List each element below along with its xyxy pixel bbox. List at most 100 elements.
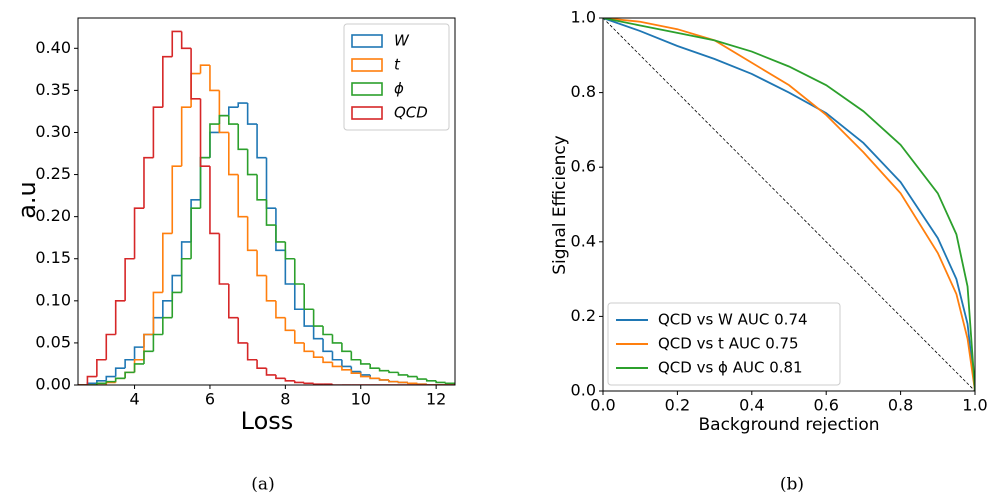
x-tick-label: 0.6 [813, 396, 838, 415]
hist-step [369, 376, 380, 380]
hist-step [388, 370, 399, 374]
x-tick-label: 4 [129, 390, 139, 409]
hist-step [256, 174, 267, 201]
hist-step [397, 381, 408, 384]
hist-step [237, 102, 248, 108]
x-tick-label: 12 [426, 390, 446, 409]
legend-box [343, 23, 450, 131]
legend-swatch [351, 82, 383, 96]
hist-step [293, 380, 305, 384]
roc-curve [603, 18, 975, 391]
y-tick-label: 0.35 [35, 80, 71, 99]
legend-swatch [351, 34, 383, 48]
hist-step [416, 376, 427, 380]
hist-step [293, 330, 305, 344]
roc-curve [603, 18, 975, 391]
hist-step [218, 114, 229, 133]
panel: 4 6 8 10 12 0.00 0.05 0.10 0.15 0.20 0.25 0.30 0.35 0… [13, 17, 456, 495]
hist-step [162, 316, 173, 335]
hist-step [303, 342, 314, 353]
hist-step [312, 383, 324, 385]
legend-label: QCD [394, 104, 428, 122]
hist-step [275, 208, 286, 252]
y-tick-label: 0.05 [35, 332, 71, 351]
hist-step [275, 300, 286, 319]
hist-step [228, 132, 239, 176]
hist-step [284, 317, 295, 332]
hist-step [331, 334, 342, 344]
hist-step [246, 149, 258, 176]
hist-step [359, 371, 371, 376]
hist-step [246, 216, 258, 252]
legend-label: QCD vs t AUC 0.75 [658, 335, 799, 353]
hist-step [246, 342, 258, 361]
x-tick-label: 6 [205, 390, 215, 409]
legend: Wtϕ QCD [343, 23, 450, 131]
hist-step [133, 346, 144, 360]
hist-step [190, 207, 201, 259]
legend-swatch [351, 58, 383, 72]
hist-step [256, 250, 267, 277]
x-tick-label: 1.0 [962, 396, 987, 415]
hist-step [331, 351, 342, 361]
axes-frame [602, 17, 976, 392]
hist-step [284, 250, 295, 285]
legend-swatch [351, 106, 383, 120]
hist-step [331, 384, 342, 385]
x-tick-label: 0.8 [888, 396, 913, 415]
x-tick-label: 0.4 [739, 396, 764, 415]
legend-label: QCD vs ϕ AUC 0.81 [658, 359, 803, 377]
y-tick-label: 0.4 [571, 231, 596, 250]
y-tick-label: 0.30 [35, 122, 71, 141]
hist-step [209, 166, 220, 235]
hist-step [133, 207, 144, 259]
hist-step [114, 300, 126, 335]
hist-step [341, 342, 352, 353]
legend-label: W [394, 32, 410, 50]
y-tick-label: 0.40 [35, 38, 71, 57]
hist-step [303, 309, 314, 327]
hist-step [190, 72, 201, 108]
hist-step [96, 382, 107, 385]
hist-step [180, 31, 192, 50]
hist-step [341, 359, 352, 368]
hist-step [143, 350, 154, 364]
plot-area [78, 30, 455, 385]
hist-step [284, 241, 295, 260]
x-axis-label: Loss [241, 407, 294, 435]
hist-step [284, 378, 295, 382]
hist-step [105, 333, 116, 360]
hist-step [444, 382, 455, 385]
legend: QCD vs W AUC 0.74 QCD vs t AUC 0.75 QCD vs… [607, 302, 841, 386]
legend-label: QCD vs W AUC 0.74 [658, 311, 808, 329]
hist-step [143, 156, 154, 209]
hist-step [369, 363, 380, 369]
hist-step [162, 232, 173, 293]
hist-step [171, 274, 182, 301]
y-tick-label: 0.2 [571, 306, 596, 325]
hist-step [228, 283, 239, 319]
hist-step [322, 326, 333, 336]
legend-label: ϕ [394, 80, 404, 98]
hist-step [143, 333, 154, 348]
hist-step [171, 30, 182, 57]
hist-step [312, 309, 324, 327]
hist-step [407, 382, 418, 385]
hist-step [152, 316, 163, 335]
hist-step [350, 369, 361, 375]
plot-area [603, 18, 975, 391]
hist-step [171, 165, 182, 234]
hist-step [275, 225, 286, 243]
hist-step [265, 199, 276, 226]
y-tick-label: 0.15 [35, 248, 71, 267]
y-tick-label: 0.25 [35, 164, 71, 183]
x-tick-label: 0.0 [590, 396, 615, 415]
hist-step [246, 103, 258, 125]
hist-step [425, 379, 437, 382]
hist-step [180, 257, 192, 293]
hist-step [416, 383, 427, 385]
hist-step [190, 48, 201, 100]
hist-step [388, 379, 399, 383]
hist-step [237, 124, 248, 151]
